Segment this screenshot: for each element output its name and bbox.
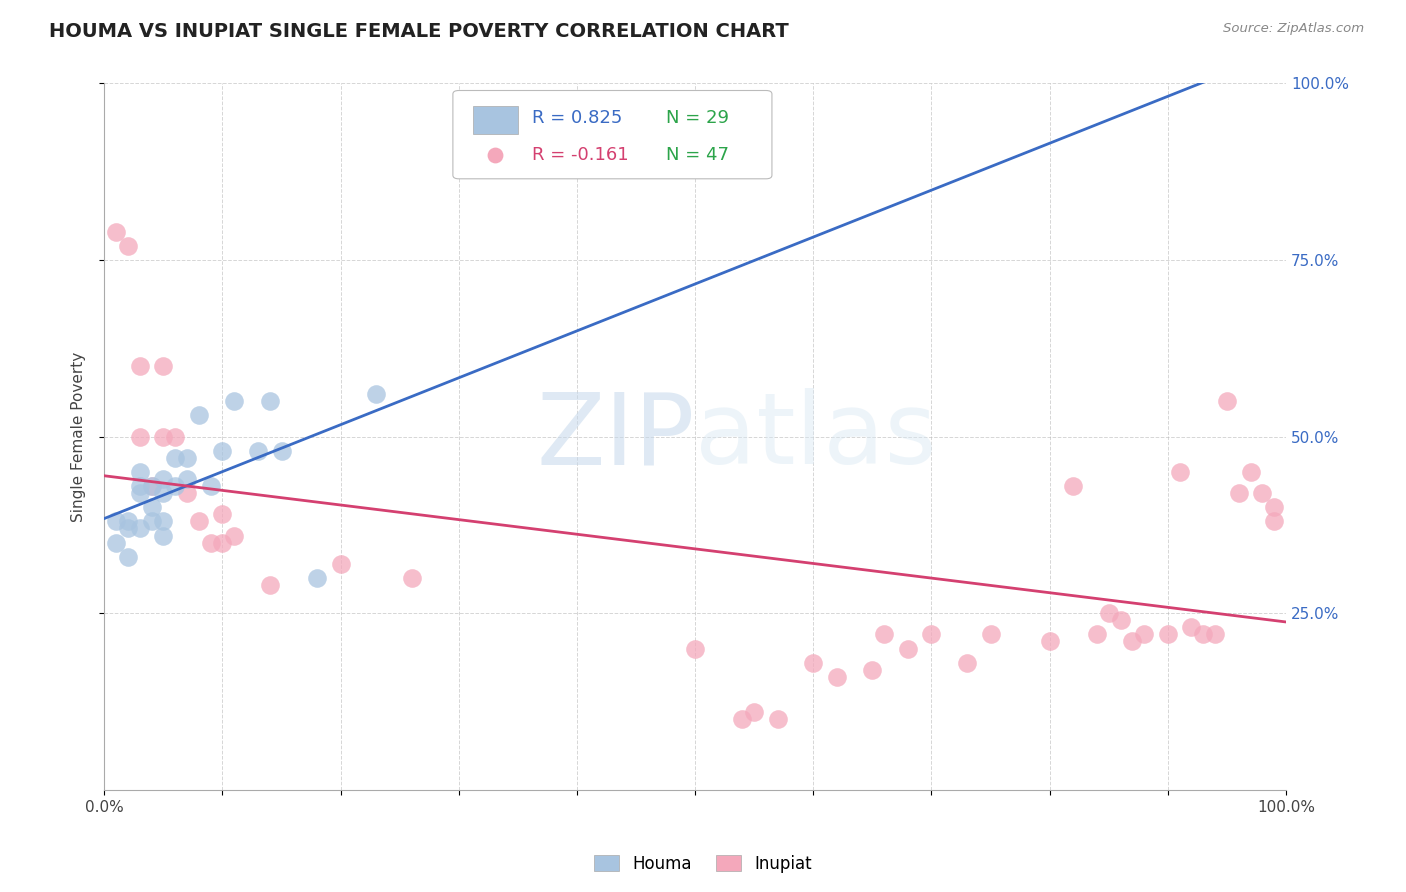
Point — [1039, 634, 1062, 648]
Point — [1239, 465, 1261, 479]
Point — [980, 627, 1002, 641]
Point — [1180, 620, 1202, 634]
Text: R = -0.161: R = -0.161 — [531, 146, 628, 164]
Text: atlas: atlas — [695, 388, 936, 485]
Point — [128, 479, 150, 493]
Y-axis label: Single Female Poverty: Single Female Poverty — [72, 351, 86, 522]
Point — [766, 712, 789, 726]
Point — [105, 515, 128, 529]
Point — [141, 479, 163, 493]
Point — [176, 472, 198, 486]
Point — [1098, 606, 1121, 620]
Point — [1168, 465, 1191, 479]
Point — [211, 443, 233, 458]
Text: Source: ZipAtlas.com: Source: ZipAtlas.com — [1223, 22, 1364, 36]
Point — [128, 465, 150, 479]
Point — [897, 641, 920, 656]
Point — [1263, 515, 1285, 529]
Point — [329, 557, 352, 571]
Point — [1062, 479, 1084, 493]
Point — [259, 394, 281, 409]
Point — [224, 528, 246, 542]
Point — [165, 479, 187, 493]
Point — [211, 508, 233, 522]
Point — [742, 705, 765, 719]
Point — [270, 443, 292, 458]
Point — [141, 479, 163, 493]
FancyBboxPatch shape — [453, 90, 772, 178]
Point — [1109, 613, 1132, 627]
Point — [152, 472, 174, 486]
Point — [128, 430, 150, 444]
Point — [224, 394, 246, 409]
Point — [801, 656, 824, 670]
Point — [200, 535, 222, 549]
Point — [246, 443, 269, 458]
Point — [105, 225, 128, 239]
Legend: Houma, Inupiat: Houma, Inupiat — [586, 848, 820, 880]
Point — [1157, 627, 1180, 641]
Point — [1227, 486, 1250, 500]
Point — [731, 712, 754, 726]
Point — [141, 500, 163, 515]
Point — [1121, 634, 1143, 648]
Point — [187, 515, 209, 529]
Point — [128, 521, 150, 535]
Point — [956, 656, 979, 670]
Point — [117, 515, 139, 529]
Point — [683, 641, 706, 656]
Point — [200, 479, 222, 493]
Point — [825, 670, 848, 684]
Point — [128, 359, 150, 373]
Point — [152, 359, 174, 373]
Point — [152, 486, 174, 500]
Point — [1085, 627, 1108, 641]
Point — [1251, 486, 1274, 500]
Point — [211, 535, 233, 549]
Point — [187, 409, 209, 423]
Text: HOUMA VS INUPIAT SINGLE FEMALE POVERTY CORRELATION CHART: HOUMA VS INUPIAT SINGLE FEMALE POVERTY C… — [49, 22, 789, 41]
FancyBboxPatch shape — [472, 105, 517, 134]
Point — [1192, 627, 1215, 641]
Point — [176, 486, 198, 500]
Point — [117, 239, 139, 253]
Point — [259, 578, 281, 592]
Point — [920, 627, 942, 641]
Text: N = 29: N = 29 — [665, 110, 728, 128]
Point — [401, 571, 423, 585]
Point — [1216, 394, 1239, 409]
Point — [176, 450, 198, 465]
Point — [165, 450, 187, 465]
Point — [1204, 627, 1226, 641]
Point — [152, 430, 174, 444]
Point — [141, 515, 163, 529]
Text: N = 47: N = 47 — [665, 146, 728, 164]
Point — [165, 430, 187, 444]
Point — [105, 535, 128, 549]
Point — [128, 486, 150, 500]
Point — [152, 528, 174, 542]
Text: R = 0.825: R = 0.825 — [531, 110, 623, 128]
Point — [117, 549, 139, 564]
Point — [484, 148, 506, 162]
Point — [364, 387, 387, 401]
Point — [305, 571, 328, 585]
Point — [873, 627, 896, 641]
Point — [152, 515, 174, 529]
Point — [860, 663, 883, 677]
Point — [1133, 627, 1156, 641]
Point — [1263, 500, 1285, 515]
Point — [117, 521, 139, 535]
Text: ZIP: ZIP — [537, 388, 695, 485]
